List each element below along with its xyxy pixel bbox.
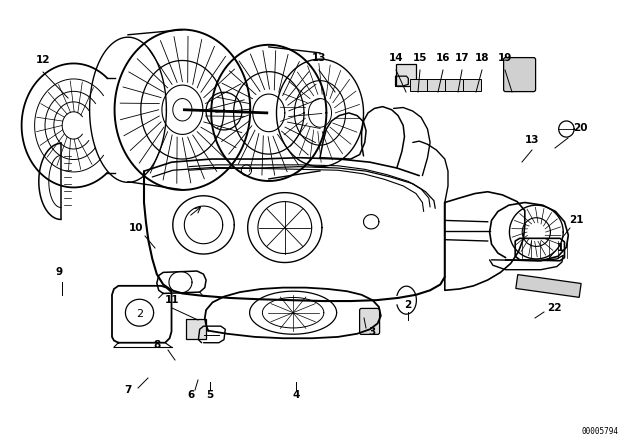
Text: 7: 7: [124, 385, 132, 395]
FancyBboxPatch shape: [463, 78, 481, 90]
FancyBboxPatch shape: [445, 78, 463, 90]
Text: 20: 20: [573, 123, 588, 133]
Text: 17: 17: [454, 53, 469, 63]
Text: 5: 5: [206, 390, 214, 400]
Text: 8: 8: [154, 340, 161, 350]
FancyBboxPatch shape: [410, 78, 428, 90]
Text: 10: 10: [129, 223, 143, 233]
Text: 18: 18: [475, 53, 489, 63]
Text: 2: 2: [136, 310, 143, 319]
Text: 3: 3: [369, 327, 376, 337]
Text: 21: 21: [569, 215, 583, 225]
Text: 11: 11: [164, 295, 179, 305]
FancyBboxPatch shape: [360, 308, 380, 334]
Text: 22: 22: [547, 303, 561, 313]
Text: 15: 15: [413, 53, 428, 63]
FancyBboxPatch shape: [186, 319, 206, 339]
Text: 00005794: 00005794: [581, 427, 618, 436]
Text: 6: 6: [188, 390, 195, 400]
FancyBboxPatch shape: [428, 78, 445, 90]
Text: 13: 13: [312, 53, 326, 63]
Text: 16: 16: [436, 53, 451, 63]
Text: 4: 4: [292, 390, 300, 400]
Text: 19: 19: [498, 53, 512, 63]
Text: 13: 13: [525, 135, 540, 145]
Text: 2: 2: [404, 300, 412, 310]
Text: 1: 1: [556, 243, 564, 253]
Text: 14: 14: [388, 53, 403, 63]
Text: 12: 12: [36, 55, 51, 65]
Bar: [396, 64, 415, 86]
FancyBboxPatch shape: [504, 58, 536, 91]
FancyBboxPatch shape: [516, 275, 581, 297]
Text: 9: 9: [56, 267, 63, 277]
